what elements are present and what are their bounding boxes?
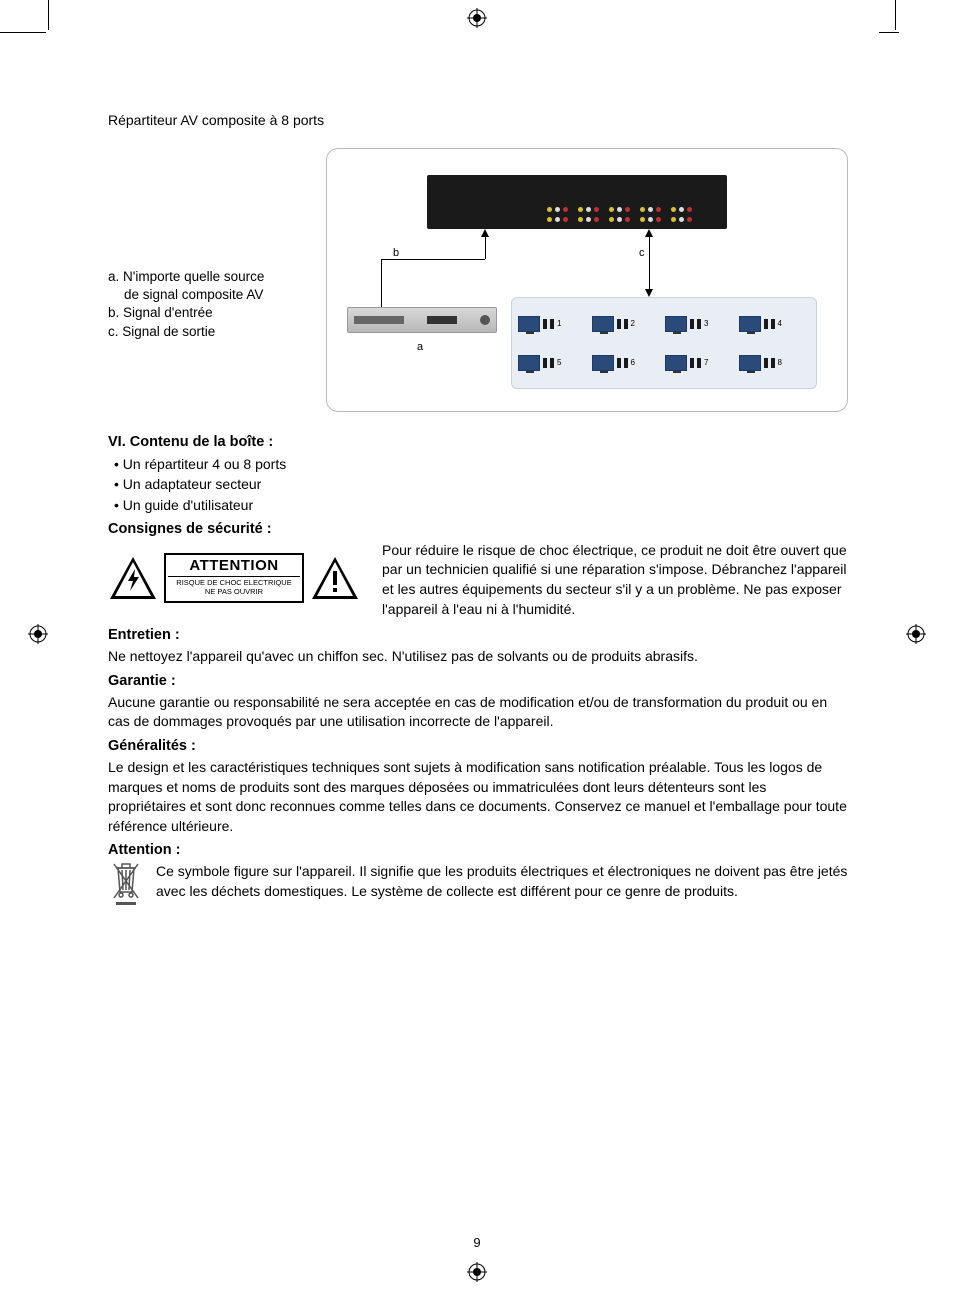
warning-box: ATTENTION RISQUE DE CHOC ELECTRIQUE NE P… (164, 553, 304, 602)
shock-warning-icon (108, 553, 158, 603)
output-item: 3 (665, 306, 737, 341)
general-heading: Généralités : (108, 738, 848, 754)
box-contents-list: Un répartiteur 4 ou 8 ports Un adaptateu… (108, 454, 848, 515)
safety-row: ATTENTION RISQUE DE CHOC ELECTRIQUE NE P… (108, 541, 848, 619)
registration-mark-icon (467, 1262, 487, 1282)
registration-mark-icon (467, 8, 487, 28)
arrow-head-icon (645, 229, 653, 237)
output-item: 7 (665, 345, 737, 380)
monitor-icon (518, 316, 540, 332)
output-item: 6 (592, 345, 664, 380)
diagram-label-a: a (417, 341, 423, 353)
output-item: 8 (739, 345, 811, 380)
arrow-head-icon (481, 229, 489, 237)
arrow-line (381, 259, 485, 260)
connection-diagram: b c a 1 2 3 4 5 6 7 8 (326, 148, 848, 412)
list-item: Un guide d'utilisateur (114, 495, 848, 515)
attention-heading: Attention : (108, 842, 848, 858)
box-contents-heading: VI. Contenu de la boîte : (108, 434, 848, 450)
legend-a: a. N'importe quelle source (108, 268, 308, 286)
output-item: 1 (518, 306, 590, 341)
diagram-row: a. N'importe quelle source de signal com… (108, 148, 848, 412)
monitor-icon (518, 355, 540, 371)
crop-mark (879, 32, 899, 33)
crop-mark (895, 0, 896, 30)
arrow-line (649, 259, 650, 289)
diagram-label-b: b (393, 247, 399, 259)
legend-b: b. Signal d'entrée (108, 304, 308, 322)
arrow-line (649, 237, 650, 259)
attention-row: Ce symbole figure sur l'appareil. Il sig… (108, 862, 848, 906)
diagram-label-c: c (639, 247, 645, 259)
safety-heading: Consignes de sécurité : (108, 521, 848, 537)
output-item: 2 (592, 306, 664, 341)
safety-text: Pour réduire le risque de choc électriqu… (382, 541, 848, 619)
monitor-icon (739, 355, 761, 371)
legend-a-cont: de signal composite AV (108, 286, 308, 304)
warning-sub: NE PAS OUVRIR (168, 588, 300, 597)
monitor-icon (592, 355, 614, 371)
monitor-icon (739, 316, 761, 332)
warning-badge: ATTENTION RISQUE DE CHOC ELECTRIQUE NE P… (108, 541, 364, 615)
source-device-icon (347, 307, 497, 333)
output-item: 4 (739, 306, 811, 341)
crop-mark (48, 0, 49, 30)
diagram-legend: a. N'importe quelle source de signal com… (108, 148, 308, 341)
exclamation-warning-icon (310, 553, 360, 603)
arrow-head-icon (645, 289, 653, 297)
output-item: 5 (518, 345, 590, 380)
list-item: Un répartiteur 4 ou 8 ports (114, 454, 848, 474)
attention-text: Ce symbole figure sur l'appareil. Il sig… (156, 862, 848, 901)
arrow-line (381, 259, 382, 307)
warranty-heading: Garantie : (108, 673, 848, 689)
registration-mark-icon (28, 624, 48, 644)
monitor-icon (592, 316, 614, 332)
page-content: Répartiteur AV composite à 8 ports a. N'… (108, 112, 848, 906)
arrow-line (485, 237, 486, 259)
list-item: Un adaptateur secteur (114, 474, 848, 494)
page-number: 9 (0, 1235, 954, 1250)
crop-mark (0, 32, 46, 33)
page-title: Répartiteur AV composite à 8 ports (108, 112, 848, 128)
output-grid: 1 2 3 4 5 6 7 8 (511, 297, 817, 389)
registration-mark-icon (906, 624, 926, 644)
maintenance-heading: Entretien : (108, 627, 848, 643)
general-text: Le design et les caractéristiques techni… (108, 758, 848, 836)
monitor-icon (665, 355, 687, 371)
maintenance-text: Ne nettoyez l'appareil qu'avec un chiffo… (108, 647, 848, 667)
warranty-text: Aucune garantie ou responsabilité ne ser… (108, 693, 848, 732)
monitor-icon (665, 316, 687, 332)
splitter-device-icon (427, 175, 727, 229)
weee-bin-icon (108, 862, 144, 906)
legend-c: c. Signal de sortie (108, 323, 308, 341)
warning-title: ATTENTION (168, 557, 300, 577)
